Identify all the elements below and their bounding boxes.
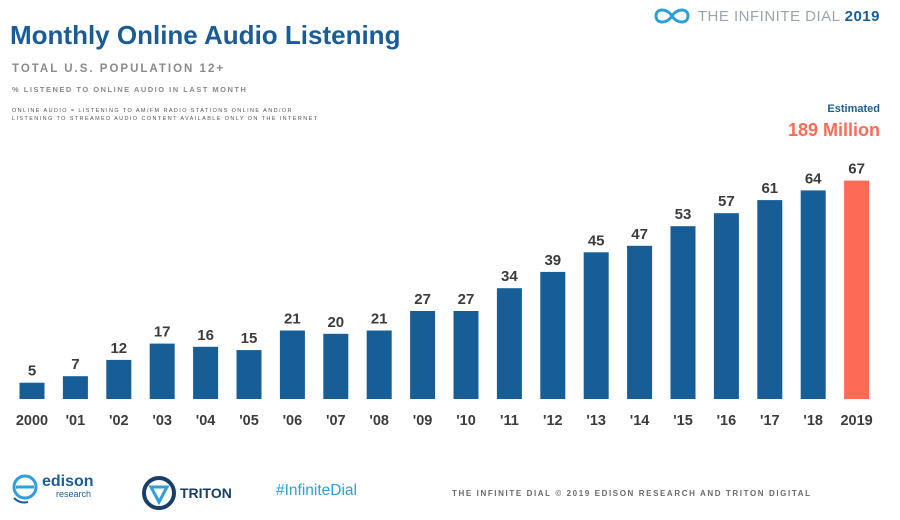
edison-logo-icon — [12, 474, 38, 504]
infinity-logo-icon — [654, 8, 690, 24]
edison-logo: edison research — [10, 472, 94, 504]
bar-value-label-6: 21 — [284, 311, 301, 328]
bar-6 — [279, 330, 305, 399]
estimate-label: Estimated — [827, 103, 880, 115]
x-tick-label-15: '15 — [673, 413, 693, 429]
x-tick-label-19: 2019 — [840, 413, 872, 429]
x-tick-label-9: '09 — [413, 413, 433, 429]
chart-subtitle: TOTAL U.S. POPULATION 12+ — [12, 63, 226, 75]
edison-name: edison — [42, 473, 94, 490]
bar-value-label-10: 27 — [458, 291, 475, 308]
bar-value-label-13: 45 — [588, 232, 605, 249]
x-tick-label-17: '17 — [760, 413, 780, 429]
bar-12 — [540, 271, 566, 399]
chart-subtitle-measure: % LISTENED TO ONLINE AUDIO IN LAST MONTH — [12, 85, 248, 94]
bar-value-label-11: 34 — [501, 268, 518, 285]
edison-sub: research — [56, 489, 92, 499]
bar-18 — [800, 190, 826, 399]
x-tick-label-1: '01 — [66, 413, 86, 429]
x-tick-label-13: '13 — [586, 413, 606, 429]
x-tick-label-16: '16 — [717, 413, 737, 429]
bar-value-label-1: 7 — [71, 356, 79, 373]
bar-13 — [583, 252, 609, 399]
bar-value-label-14: 47 — [631, 226, 648, 243]
bar-1 — [62, 376, 88, 399]
hashtag-link[interactable]: #InfiniteDial — [276, 482, 357, 499]
bar-value-label-12: 39 — [544, 252, 561, 269]
bar-value-label-3: 17 — [154, 324, 171, 341]
bar-16 — [713, 213, 739, 399]
x-tick-label-2: '02 — [109, 413, 129, 429]
chart-title: Monthly Online Audio Listening — [10, 20, 401, 50]
x-tick-label-10: '10 — [456, 413, 476, 429]
bar-19 — [844, 180, 870, 399]
x-tick-label-5: '05 — [239, 413, 259, 429]
x-tick-label-4: '04 — [196, 413, 216, 429]
bar-9 — [410, 311, 436, 399]
brand-text: THE INFINITE DIAL 2019 — [698, 8, 880, 25]
bar-value-label-9: 27 — [414, 291, 431, 308]
bar-3 — [149, 343, 175, 399]
bar-10 — [453, 311, 479, 399]
bar-0 — [19, 382, 45, 399]
x-tick-label-14: '14 — [630, 413, 650, 429]
brand-name: THE INFINITE DIAL — [697, 7, 840, 25]
x-tick-label-18: '18 — [803, 413, 823, 429]
bar-5 — [236, 350, 262, 399]
infinite-dial-brand: THE INFINITE DIAL 2019 — [652, 6, 880, 26]
bar-value-label-5: 15 — [241, 330, 258, 347]
bar-2 — [106, 359, 132, 399]
bar-4 — [193, 346, 219, 399]
bar-value-label-16: 57 — [718, 193, 735, 210]
bar-7 — [323, 333, 349, 399]
bar-15 — [670, 226, 696, 399]
brand-year: 2019 — [844, 7, 880, 25]
x-tick-label-7: '07 — [326, 413, 346, 429]
bar-14 — [627, 245, 653, 399]
bar-8 — [366, 330, 392, 399]
bar-value-label-2: 12 — [110, 340, 127, 357]
triton-logo: TRITON — [142, 476, 232, 510]
copyright-text: THE INFINITE DIAL © 2019 EDISON RESEARCH… — [452, 489, 812, 498]
bar-chart: 5 2000 7 '01 12 '02 17 '03 16 '04 15 '05 21 '06 20 '07 2… — [16, 161, 873, 429]
definition-note: ONLINE AUDIO = LISTENING TO AM/FM RADIO … — [12, 108, 319, 122]
bar-value-label-17: 61 — [761, 180, 778, 197]
bar-value-label-19: 67 — [848, 161, 865, 178]
x-tick-label-3: '03 — [152, 413, 172, 429]
bar-value-label-7: 20 — [327, 314, 344, 331]
bar-value-label-8: 21 — [371, 311, 388, 328]
triton-logo-icon — [142, 476, 176, 510]
x-tick-label-12: '12 — [543, 413, 563, 429]
bar-value-label-0: 5 — [28, 363, 36, 380]
x-tick-label-6: '06 — [283, 413, 303, 429]
triton-name: TRITON — [180, 485, 232, 501]
x-tick-label-8: '08 — [369, 413, 389, 429]
estimate-value: 189 Million — [787, 120, 880, 140]
bar-value-label-4: 16 — [197, 327, 214, 344]
bar-17 — [757, 200, 783, 399]
bar-value-label-18: 64 — [805, 170, 822, 187]
x-tick-label-0: 2000 — [16, 413, 48, 429]
x-tick-label-11: '11 — [500, 413, 519, 429]
bar-11 — [496, 288, 522, 399]
bar-value-label-15: 53 — [675, 206, 692, 223]
